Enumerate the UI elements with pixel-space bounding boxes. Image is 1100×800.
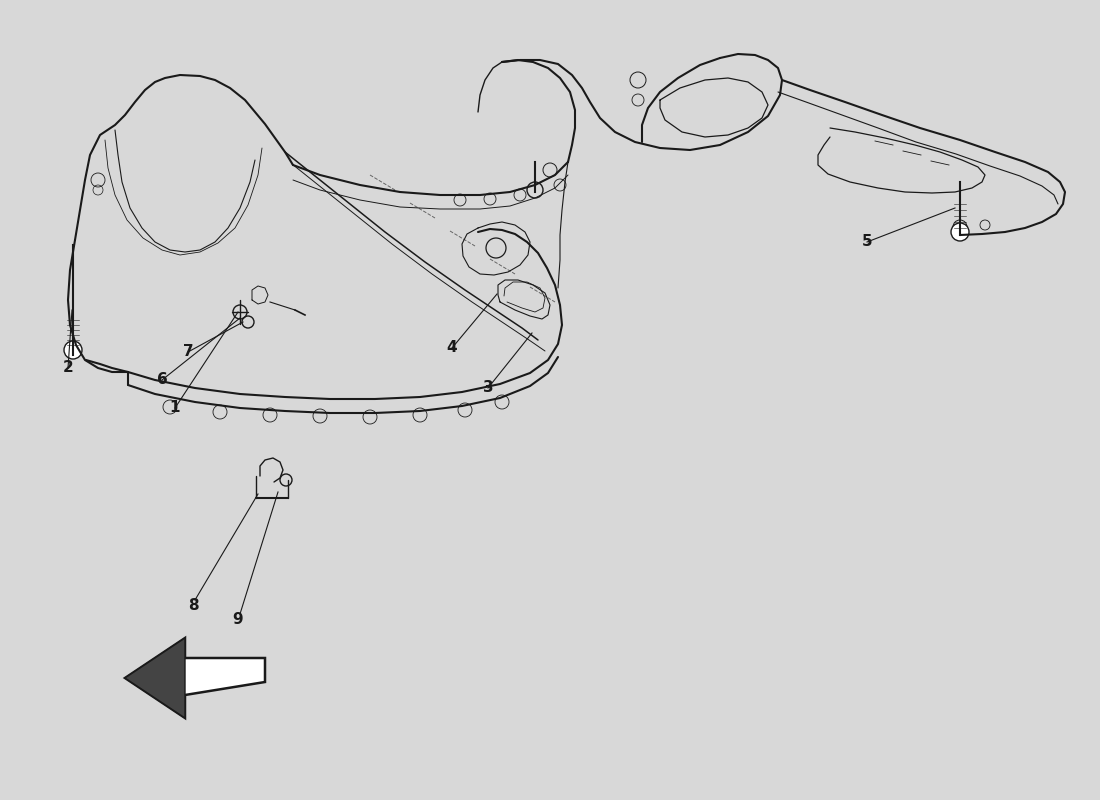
Text: 3: 3: [483, 381, 493, 395]
Circle shape: [952, 223, 969, 241]
Text: 5: 5: [861, 234, 872, 250]
Text: 7: 7: [183, 345, 194, 359]
Text: 2: 2: [63, 361, 74, 375]
Circle shape: [64, 341, 82, 359]
Text: 6: 6: [156, 373, 167, 387]
Polygon shape: [125, 638, 185, 718]
Text: 9: 9: [233, 613, 243, 627]
Text: 8: 8: [188, 598, 198, 614]
Polygon shape: [125, 638, 265, 718]
Text: 4: 4: [447, 341, 458, 355]
Text: 1: 1: [169, 401, 180, 415]
